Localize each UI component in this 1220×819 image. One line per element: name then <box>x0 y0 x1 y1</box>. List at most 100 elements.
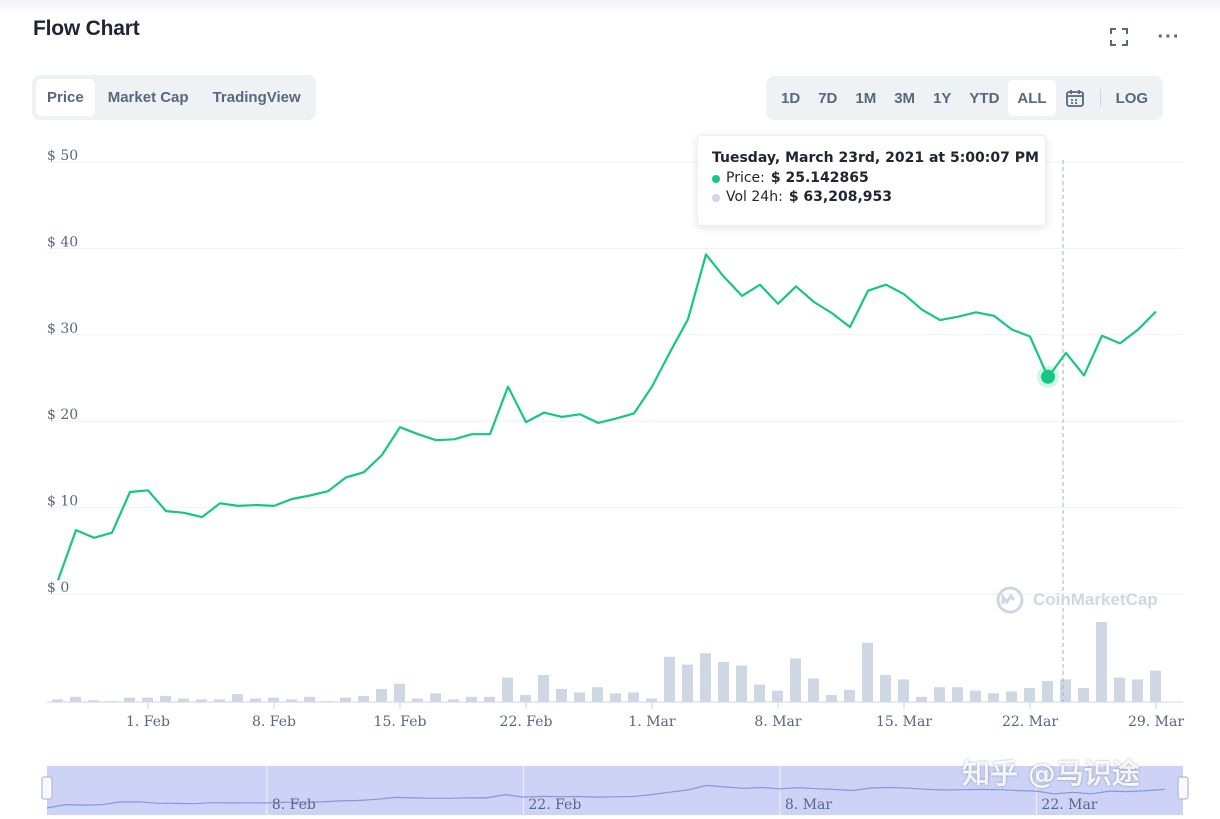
x-tick-label: 22. Mar <box>1002 714 1058 730</box>
volume-bar <box>178 698 189 702</box>
navigator-label: 22. Mar <box>1041 797 1097 813</box>
price-line <box>56 253 1157 581</box>
volume-bar <box>1024 688 1035 702</box>
volume-bar <box>880 675 891 702</box>
volume-bar <box>376 688 387 702</box>
volume-bar <box>448 699 459 702</box>
calendar-button[interactable] <box>1056 80 1094 116</box>
tooltip-price-label: Price: <box>726 170 765 186</box>
coinmarketcap-watermark: CoinMarketCap <box>995 585 1158 615</box>
y-tick-label: $ 0 <box>47 580 69 596</box>
navigator-left-handle[interactable] <box>41 776 53 800</box>
volume-bar <box>916 696 927 702</box>
overlay-watermark-text: 知乎 @马识途 <box>962 757 1140 790</box>
range-3m[interactable]: 3M <box>894 89 916 107</box>
grid-lines <box>47 161 1183 595</box>
volume-bar <box>502 677 513 702</box>
x-tick-label: 1. Mar <box>628 714 675 730</box>
volume-bar <box>1132 679 1143 702</box>
volume-bar <box>70 696 81 702</box>
x-tick-label: 8. Feb <box>252 714 296 730</box>
volume-bar <box>898 679 909 702</box>
y-tick-label: $ 50 <box>47 148 78 164</box>
navigator-labels: 8. Feb 22. Feb 8. Mar 22. Mar <box>272 797 1098 813</box>
tooltip-price-value: $ 25.142865 <box>770 170 869 186</box>
x-tick-label: 1. Feb <box>126 714 170 730</box>
volume-bar <box>1150 670 1161 702</box>
volume-bar <box>340 697 351 702</box>
tooltip-volume-label: Vol 24h: <box>726 189 783 205</box>
calendar-icon <box>1065 90 1084 107</box>
volume-bar <box>790 658 801 702</box>
y-tick-label: $ 20 <box>47 407 78 423</box>
navigator-line <box>46 784 1165 809</box>
volume-bar <box>304 696 315 702</box>
volume-bar <box>394 683 405 702</box>
tooltip-price-row: Price: $ 25.142865 <box>712 169 1031 188</box>
x-axis-ticks: 1. Feb 8. Feb 15. Feb 22. Feb 1. Mar 8. Mar 15… <box>126 702 1184 730</box>
chart-title: Flow Chart <box>33 17 140 40</box>
price-dot-icon <box>712 174 720 183</box>
navigator-right-handle[interactable] <box>1177 776 1189 800</box>
range-divider <box>1099 89 1101 107</box>
x-tick-label: 29. Mar <box>1128 714 1184 730</box>
navigator-selection[interactable] <box>47 766 1183 815</box>
volume-bar <box>214 699 225 702</box>
volume-bar <box>268 697 279 702</box>
volume-bar <box>610 693 621 702</box>
tab-market-cap[interactable]: Market Cap <box>107 89 189 106</box>
volume-bar <box>646 698 657 702</box>
volume-bar <box>970 690 981 702</box>
x-tick-label: 15. Feb <box>374 714 427 730</box>
volume-bar <box>52 699 63 702</box>
volume-bar <box>682 664 693 702</box>
log-scale-toggle[interactable]: LOG <box>1115 89 1149 107</box>
tooltip-date: Tuesday, March 23rd, 2021 at 5:00:07 PM <box>712 150 1039 166</box>
tooltip-volume-value: $ 63,208,953 <box>788 189 892 205</box>
volume-bar <box>466 696 477 702</box>
y-tick-label: $ 40 <box>47 234 78 250</box>
volume-bar <box>1114 677 1125 702</box>
tab-price[interactable]: Price <box>36 79 95 116</box>
range-1y[interactable]: 1Y <box>933 89 952 107</box>
x-tick-label: 8. Mar <box>754 714 801 730</box>
watermark-text: CoinMarketCap <box>1033 590 1158 609</box>
volume-bar <box>628 692 639 702</box>
volume-bar <box>736 665 747 702</box>
volume-bar <box>862 642 873 702</box>
volume-bar <box>88 700 99 702</box>
range-1m[interactable]: 1M <box>855 89 877 107</box>
volume-bar <box>772 690 783 702</box>
volume-bar <box>718 661 729 702</box>
volume-bar <box>412 698 423 702</box>
volume-bar <box>1096 621 1107 702</box>
volume-bar <box>286 699 297 702</box>
price-tooltip: Tuesday, March 23rd, 2021 at 5:00:07 PM … <box>697 135 1046 226</box>
volume-bar <box>826 695 837 702</box>
volume-bar <box>1060 679 1071 702</box>
more-options-button[interactable]: ··· <box>1156 24 1182 50</box>
top-shade <box>0 0 1220 14</box>
volume-bar <box>754 684 765 702</box>
volume-bar <box>160 695 171 702</box>
fullscreen-icon <box>1110 28 1128 46</box>
y-tick-label: $ 30 <box>47 321 78 337</box>
volume-bar <box>988 693 999 702</box>
tab-tradingview[interactable]: TradingView <box>212 89 301 106</box>
range-ytd[interactable]: YTD <box>969 89 1000 107</box>
volume-bars <box>52 621 1161 702</box>
range-all[interactable]: ALL <box>1008 80 1056 116</box>
time-range-selector: 1D 7D 1M 3M 1Y YTD ALL LOG <box>766 76 1164 120</box>
volume-bar <box>952 687 963 702</box>
range-7d[interactable]: 7D <box>818 89 838 107</box>
navigator-label: 8. Mar <box>785 797 832 813</box>
y-tick-label: $ 10 <box>47 494 78 510</box>
range-1d[interactable]: 1D <box>781 89 801 107</box>
volume-bar <box>1006 691 1017 702</box>
volume-bar <box>808 678 819 702</box>
navigator[interactable]: 8. Feb 22. Feb 8. Mar 22. Mar <box>41 766 1189 815</box>
x-tick-label: 22. Feb <box>500 714 553 730</box>
volume-bar <box>664 656 675 702</box>
fullscreen-button[interactable] <box>1106 24 1132 50</box>
